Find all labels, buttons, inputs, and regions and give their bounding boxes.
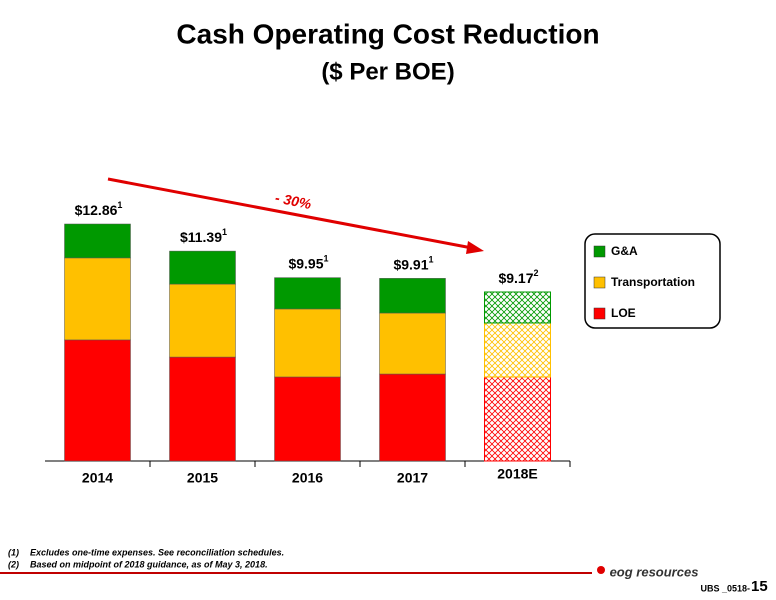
- total-note: 2: [534, 268, 539, 278]
- bar-segment: [64, 339, 131, 462]
- x-tick-label: 2014: [82, 470, 113, 486]
- x-tick-label: 2015: [187, 470, 218, 486]
- trend-arrow: [107, 177, 473, 250]
- total-note: 1: [429, 255, 434, 265]
- arrow-head: [466, 241, 484, 254]
- total-value: $9.17: [498, 270, 533, 286]
- legend-swatch: [593, 245, 606, 258]
- footnote-marker: (1): [8, 547, 19, 557]
- footer-code: UBS _0518-: [700, 583, 750, 593]
- legend-box: [584, 233, 721, 329]
- bar-segment: [64, 257, 131, 341]
- total-label: $9.951: [288, 254, 328, 271]
- x-tick-label: 2017: [397, 470, 428, 486]
- bar-segment: [169, 283, 236, 358]
- bar-segment: [274, 308, 341, 378]
- legend-label: G&A: [611, 244, 638, 258]
- total-note: 1: [222, 227, 227, 237]
- footnote-text: Based on midpoint of 2018 guidance, as o…: [30, 559, 268, 569]
- bar-segment: [64, 223, 131, 259]
- bar-segment: [379, 312, 446, 375]
- bar-segment: [169, 356, 236, 462]
- bar-segment: [379, 373, 446, 462]
- total-value: $11.39: [180, 229, 222, 245]
- total-label: $11.391: [180, 227, 227, 244]
- chart-subtitle: ($ Per BOE): [321, 58, 454, 85]
- total-note: 1: [324, 254, 329, 264]
- bar-segment: [484, 291, 551, 324]
- total-label: $9.911: [393, 255, 433, 272]
- bar-segment: [274, 277, 341, 310]
- annotation: - 30%: [274, 189, 313, 212]
- total-label: $12.861: [75, 200, 123, 217]
- footer-logo: eog resources: [610, 564, 699, 579]
- bar-segment: [274, 376, 341, 462]
- legend-swatch: [593, 307, 606, 320]
- x-tick-label: 2018E: [497, 466, 537, 482]
- chart-title: Cash Operating Cost Reduction: [176, 18, 599, 49]
- footer-page: 15: [751, 578, 768, 595]
- total-value: $9.95: [288, 255, 323, 271]
- legend-label: Transportation: [611, 275, 695, 289]
- total-label: $9.172: [498, 268, 538, 285]
- footnote-marker: (2): [8, 559, 19, 569]
- bar-segment: [379, 278, 446, 314]
- total-value: $12.86: [75, 202, 118, 218]
- logo-drop: [597, 566, 605, 574]
- bar-segment: [484, 376, 551, 462]
- legend-swatch: [593, 276, 606, 289]
- bar-segment: [169, 250, 236, 285]
- total-value: $9.91: [393, 256, 428, 272]
- bar-segment: [484, 322, 551, 378]
- x-tick-label: 2016: [292, 470, 323, 486]
- total-note: 1: [117, 200, 122, 210]
- footnote-text: Excludes one-time expenses. See reconcil…: [30, 547, 284, 557]
- legend-label: LOE: [611, 306, 636, 320]
